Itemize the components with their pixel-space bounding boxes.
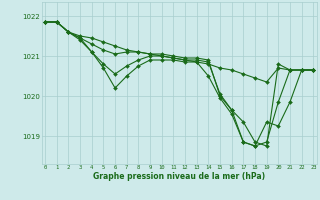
X-axis label: Graphe pression niveau de la mer (hPa): Graphe pression niveau de la mer (hPa) <box>93 172 265 181</box>
